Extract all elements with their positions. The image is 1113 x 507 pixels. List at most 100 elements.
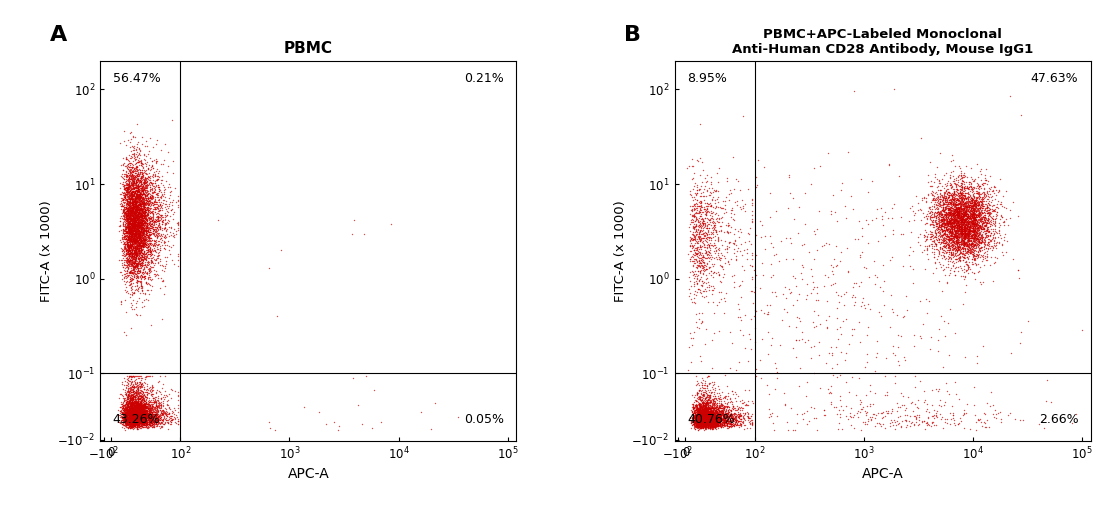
Point <box>141 187 159 195</box>
Point <box>959 225 977 233</box>
Point <box>954 220 972 228</box>
Point <box>972 202 989 210</box>
Point <box>967 238 985 246</box>
Point <box>954 206 972 214</box>
Point <box>942 229 959 237</box>
Point <box>139 181 157 189</box>
Point <box>129 401 147 409</box>
Point <box>732 411 750 419</box>
Point <box>690 419 708 427</box>
Point <box>956 168 974 176</box>
Point <box>130 212 148 221</box>
Point <box>690 424 708 432</box>
Point <box>125 243 142 251</box>
Point <box>967 212 985 220</box>
Point <box>126 234 144 242</box>
Point <box>116 261 134 269</box>
Point <box>696 399 713 407</box>
Point <box>130 379 148 387</box>
Point <box>122 237 140 245</box>
Point <box>963 237 981 245</box>
Point <box>167 419 185 427</box>
Point <box>136 416 154 424</box>
Point <box>120 212 138 221</box>
Point <box>136 400 154 408</box>
Point <box>768 292 786 300</box>
Point <box>150 224 168 232</box>
Point <box>686 202 703 210</box>
Point <box>957 266 975 274</box>
Point <box>967 222 985 230</box>
Point <box>700 395 718 403</box>
Point <box>713 415 731 423</box>
Point <box>169 256 187 264</box>
Point <box>690 415 708 423</box>
Point <box>947 207 965 215</box>
Point <box>129 406 147 414</box>
Point <box>808 426 826 434</box>
Point <box>697 412 715 420</box>
Point <box>690 414 708 422</box>
Point <box>125 232 142 240</box>
Point <box>127 270 145 278</box>
Point <box>687 209 705 218</box>
Point <box>135 418 152 426</box>
Point <box>117 254 135 262</box>
Point <box>124 199 141 207</box>
Point <box>959 178 977 187</box>
Point <box>127 251 145 260</box>
Point <box>124 248 141 256</box>
Point <box>155 414 173 422</box>
Point <box>124 419 141 427</box>
Point <box>129 211 147 220</box>
Point <box>128 183 146 191</box>
Point <box>697 413 715 421</box>
Point <box>126 211 144 220</box>
Point <box>964 258 982 266</box>
Point <box>138 393 156 402</box>
Point <box>149 415 167 423</box>
Point <box>689 414 707 422</box>
Point <box>114 413 131 421</box>
Point <box>948 250 966 259</box>
Point <box>139 221 157 229</box>
Point <box>138 412 156 420</box>
Point <box>708 419 726 427</box>
Point <box>129 400 147 408</box>
Point <box>947 191 965 199</box>
Point <box>946 330 964 338</box>
Point <box>696 410 713 418</box>
Point <box>706 404 723 412</box>
Point <box>964 218 982 226</box>
Point <box>962 201 979 209</box>
Point <box>952 205 969 213</box>
Point <box>691 402 709 410</box>
Point <box>120 397 138 405</box>
Point <box>127 418 145 426</box>
Point <box>132 391 150 400</box>
Point <box>800 417 818 425</box>
Point <box>955 225 973 233</box>
Point <box>708 420 726 428</box>
Point <box>702 397 720 406</box>
Point <box>136 179 154 187</box>
Point <box>127 218 145 226</box>
Point <box>913 206 930 214</box>
Point <box>155 186 173 194</box>
Point <box>727 416 745 424</box>
Point <box>702 184 720 192</box>
Point <box>697 419 715 427</box>
Point <box>128 420 146 428</box>
Point <box>688 417 706 425</box>
Point <box>739 416 757 424</box>
Point <box>722 419 740 427</box>
Point <box>121 402 139 410</box>
Point <box>861 387 879 395</box>
Point <box>125 413 142 421</box>
Point <box>127 216 145 224</box>
Point <box>954 229 972 237</box>
Point <box>968 352 986 360</box>
Point <box>132 379 150 387</box>
Point <box>131 396 149 405</box>
Point <box>824 349 841 357</box>
